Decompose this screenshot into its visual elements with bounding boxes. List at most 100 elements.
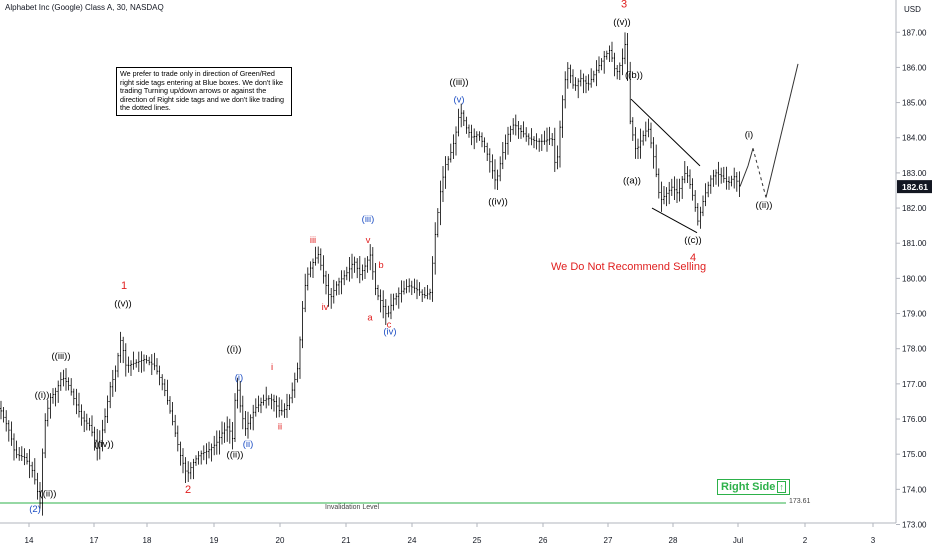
price-bar: [629, 61, 632, 125]
time-tick-label: Jul: [733, 536, 743, 545]
price-bar: [366, 256, 369, 273]
price-bar: [301, 300, 304, 349]
price-bar: [195, 455, 197, 466]
price-bar: [299, 336, 301, 379]
price-tick-label: 180.00: [902, 274, 927, 283]
projection-path: [739, 63, 799, 198]
price-bar: [213, 435, 216, 456]
price-bar: [618, 62, 621, 81]
price-bar: [148, 356, 151, 366]
price-bar: [715, 169, 717, 185]
price-bar: [624, 32, 626, 65]
price-bar: [72, 388, 75, 406]
price-bar: [166, 379, 169, 405]
price-bar: [382, 290, 385, 319]
price-bar: [169, 396, 171, 414]
price-bar: [247, 411, 249, 439]
price-bar: [119, 331, 122, 363]
channel-lines: [630, 98, 701, 234]
price-bar: [392, 293, 395, 311]
price-bar: [293, 372, 296, 398]
price-bar: [353, 256, 356, 273]
price-bar: [631, 117, 634, 141]
price-tick-label: 176.00: [902, 415, 927, 424]
price-bar: [429, 288, 431, 300]
price-bar: [332, 279, 335, 304]
price-bar: [197, 451, 200, 465]
price-bar: [200, 450, 203, 465]
wave-label: 4: [690, 252, 696, 264]
price-bar: [104, 408, 106, 434]
price-bar: [377, 284, 379, 301]
price-bar: [26, 452, 28, 465]
price-bar: [338, 277, 340, 295]
invalidation-label: Invalidation Level: [325, 504, 380, 511]
price-bar: [182, 448, 184, 474]
price-bar: [650, 122, 652, 149]
price-tick-label: 187.00: [902, 28, 927, 37]
time-tick-label: 17: [90, 536, 99, 545]
price-bar: [517, 120, 520, 139]
price-bar: [457, 108, 460, 137]
price-bar: [652, 137, 655, 169]
price-bar: [356, 258, 359, 279]
price-bar: [44, 413, 47, 459]
wave-label: ((iv)): [94, 439, 114, 450]
wave-label: ((iii)): [450, 77, 469, 88]
wave-label: a: [367, 313, 373, 324]
price-bar: [639, 128, 642, 159]
price-bar: [304, 273, 307, 313]
price-bar: [694, 190, 697, 212]
price-bar: [114, 365, 117, 392]
price-bar: [512, 118, 515, 135]
price-bar: [403, 280, 405, 295]
price-bar: [699, 206, 702, 229]
price-bar: [156, 358, 158, 375]
price-bar: [226, 416, 229, 442]
price-bar: [465, 116, 468, 134]
price-bar: [660, 181, 663, 212]
price-tick-label: 175.00: [902, 450, 927, 459]
warning-text: We Do Not Recommend Selling: [551, 261, 707, 273]
price-bar: [426, 285, 429, 300]
price-bar: [374, 262, 377, 296]
price-bar: [582, 73, 585, 94]
price-bar: [280, 399, 283, 416]
price-bar: [410, 280, 413, 296]
price-bar: [642, 130, 645, 146]
wave-label: c: [387, 320, 392, 331]
price-bar: [80, 404, 83, 426]
price-bar: [239, 380, 242, 413]
price-bar: [291, 382, 294, 404]
price-bar: [496, 169, 499, 191]
price-bar: [579, 69, 582, 87]
price-bar: [533, 136, 535, 149]
price-bar: [314, 246, 317, 266]
price-bar: [210, 443, 213, 462]
price-bar: [215, 430, 218, 455]
price-bar: [93, 426, 96, 451]
wave-label: (ii): [243, 439, 254, 450]
invalidation-value: 173.61: [789, 498, 811, 505]
wave-label: (v): [453, 95, 464, 106]
projection-leg-up: [739, 148, 754, 187]
price-bar: [600, 58, 603, 71]
wave-label: i: [271, 362, 273, 373]
price-bar: [244, 410, 247, 436]
price-bar: [265, 386, 268, 409]
price-tick-label: 183.00: [902, 169, 927, 178]
price-bar: [473, 128, 476, 150]
price-bar: [322, 255, 325, 284]
price-bar: [361, 264, 364, 281]
price-bar: [330, 287, 333, 309]
wave-label: iii: [310, 235, 316, 246]
price-bar: [163, 378, 166, 397]
price-bar: [83, 410, 86, 433]
price-bar: [556, 145, 559, 170]
price-bar: [538, 138, 541, 152]
price-bar: [689, 169, 691, 189]
price-bar: [278, 397, 281, 418]
price-bar: [530, 128, 533, 146]
price-bar: [13, 433, 15, 461]
